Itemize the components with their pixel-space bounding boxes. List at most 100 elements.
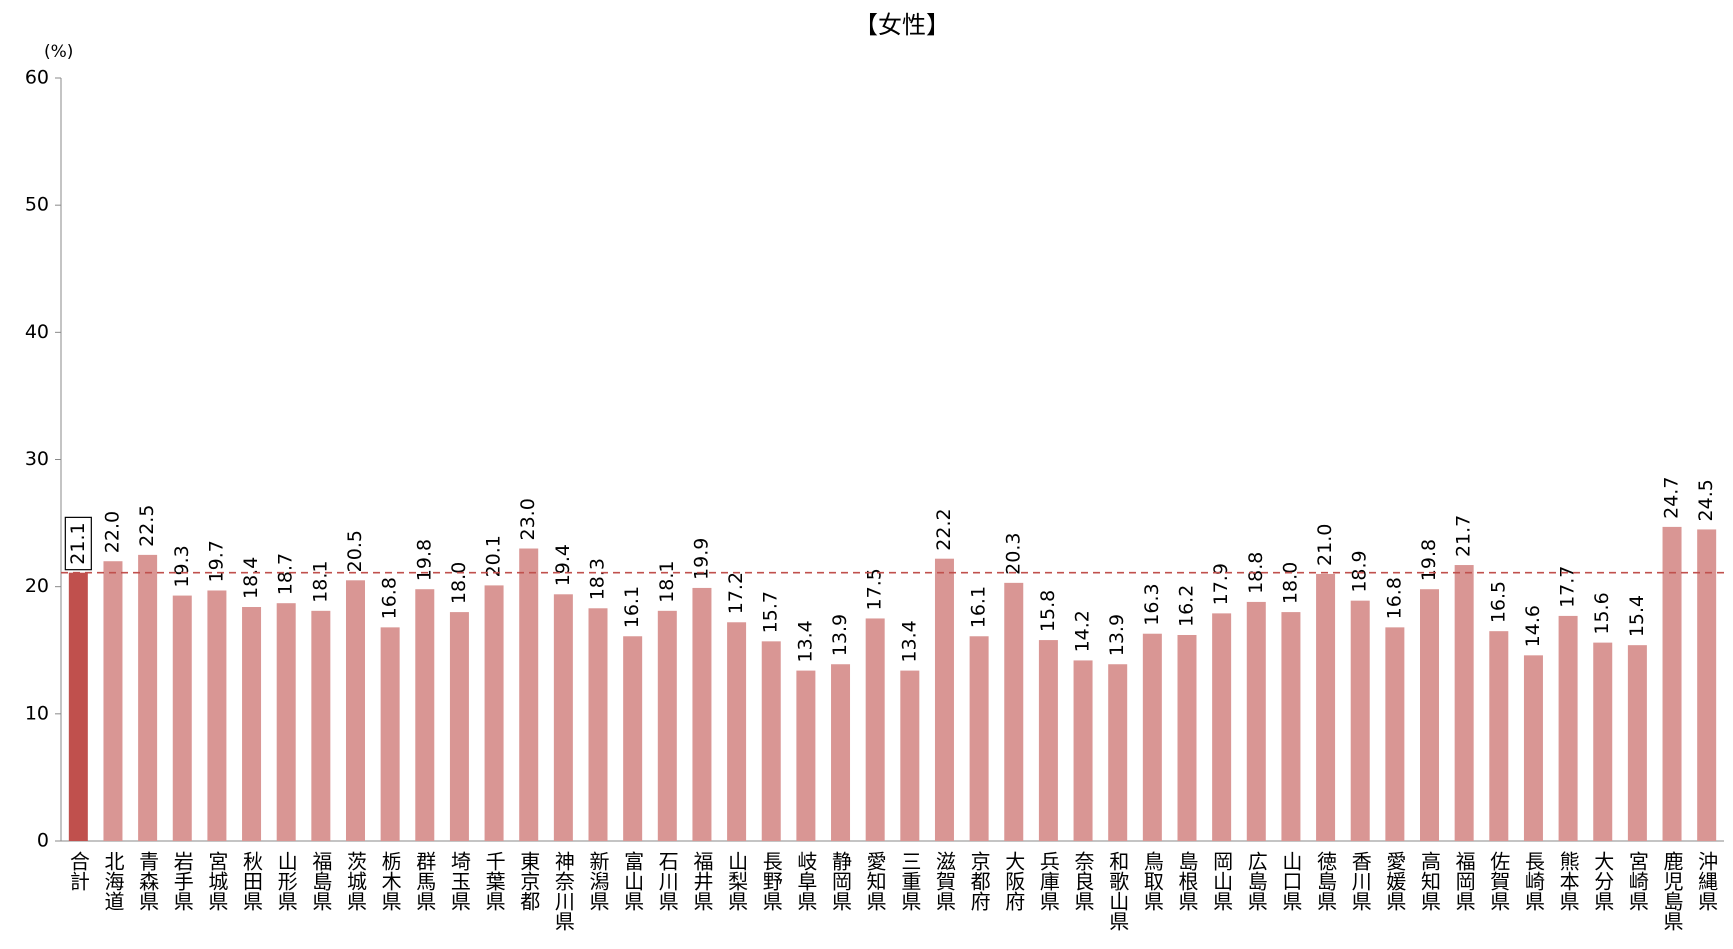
x-tick-label: 山形県: [274, 851, 298, 911]
x-tick-label: 山梨県: [725, 851, 749, 911]
value-label: 18.0: [448, 562, 470, 604]
bar: [380, 627, 400, 841]
x-tick-label: 茨城県: [343, 851, 367, 911]
x-tick-label: 愛知県: [863, 851, 887, 911]
value-label: 13.4: [898, 620, 920, 662]
value-label: 17.7: [1557, 566, 1579, 608]
value-label: 14.6: [1522, 605, 1544, 647]
y-tick-label: 20: [25, 575, 49, 597]
x-tick-label: 島根県: [1175, 851, 1199, 911]
bar: [865, 618, 885, 841]
value-label: 19.3: [171, 545, 193, 587]
bar: [1212, 613, 1232, 841]
x-tick-label: 三重県: [898, 851, 922, 911]
bar: [1038, 640, 1058, 841]
value-label: 19.4: [552, 544, 574, 586]
x-tick-label: 青森県: [136, 851, 160, 911]
bar: [1246, 601, 1266, 841]
bar: [1108, 664, 1128, 841]
x-tick-label: 大分県: [1591, 851, 1615, 911]
value-label: 16.8: [1383, 577, 1405, 619]
bar: [796, 670, 816, 841]
x-tick-label: 静岡県: [829, 851, 853, 911]
x-tick-label: 和歌山県: [1106, 851, 1130, 931]
bar: [588, 608, 608, 841]
value-label: 20.3: [1002, 533, 1024, 575]
value-label: 20.5: [344, 530, 366, 572]
value-label: 21.7: [1453, 515, 1475, 557]
x-tick-label: 兵庫県: [1036, 851, 1060, 911]
x-tick-label: 福島県: [309, 851, 333, 911]
value-label: 18.9: [1349, 550, 1371, 592]
value-label: 16.1: [968, 586, 990, 628]
value-label: 17.9: [1210, 563, 1232, 605]
bar: [276, 603, 296, 841]
x-tick-label: 福井県: [690, 851, 714, 911]
value-label: 17.2: [725, 572, 747, 614]
bar: [207, 590, 227, 841]
value-label: 19.8: [413, 539, 435, 581]
bar: [969, 636, 989, 841]
x-tick-label: 長崎県: [1521, 851, 1545, 911]
bar: [1385, 627, 1405, 841]
bar: [1523, 655, 1543, 841]
bar: [1073, 660, 1093, 841]
value-label: 24.7: [1661, 477, 1683, 519]
value-label-box: [64, 516, 92, 571]
y-tick-label: 40: [25, 321, 49, 343]
bar: [311, 610, 331, 841]
y-tick-label: 30: [25, 448, 49, 470]
value-label: 20.1: [483, 535, 505, 577]
bar: [449, 612, 469, 841]
bar: [1558, 615, 1578, 841]
x-tick-label: 岡山県: [1210, 851, 1234, 911]
bar: [1454, 565, 1474, 841]
x-tick-label: 長野県: [759, 851, 783, 911]
bar: [623, 636, 643, 841]
x-tick-label: 佐賀県: [1487, 851, 1511, 911]
chart-title: 【女性】: [854, 11, 950, 39]
x-tick-label: 京都府: [967, 851, 991, 911]
bar: [1281, 612, 1301, 841]
bar: [242, 607, 262, 841]
x-tick-label: 山口県: [1279, 851, 1303, 911]
x-tick-label: 千葉県: [482, 851, 506, 911]
value-label: 21.0: [1314, 524, 1336, 566]
x-tick-label: 石川県: [655, 851, 679, 911]
x-tick-label: 大阪府: [1002, 851, 1026, 911]
x-tick-label: 新潟県: [586, 851, 610, 911]
bar: [345, 580, 365, 841]
x-tick-label: 広島県: [1244, 851, 1268, 911]
x-tick-label: 宮城県: [205, 851, 229, 911]
value-label: 16.3: [1141, 583, 1163, 625]
x-tick-label: 富山県: [621, 851, 645, 911]
bar: [484, 585, 504, 841]
x-tick-label: 福岡県: [1452, 851, 1476, 911]
x-tick-label: 神奈川県: [551, 851, 575, 931]
x-tick-label: 熊本県: [1556, 851, 1580, 911]
value-label: 18.1: [656, 561, 678, 603]
value-label: 24.5: [1695, 479, 1717, 521]
x-tick-label: 岩手県: [170, 851, 194, 911]
x-tick-label: 鳥取県: [1140, 851, 1164, 911]
value-label: 16.5: [1487, 581, 1509, 623]
bar: [519, 548, 539, 841]
bar: [1627, 645, 1647, 841]
value-label: 18.0: [1279, 562, 1301, 604]
bar: [415, 589, 435, 841]
value-label: 15.6: [1591, 592, 1613, 634]
x-tick-label: 愛媛県: [1383, 851, 1407, 911]
value-label: 22.2: [933, 508, 955, 550]
value-label: 18.1: [309, 561, 331, 603]
bar: [138, 554, 158, 841]
bar: [934, 558, 954, 841]
bar: [831, 664, 851, 841]
value-label: 15.8: [1037, 590, 1059, 632]
bar: [1420, 589, 1440, 841]
x-tick-label: 北海道: [101, 851, 125, 911]
value-label: 18.7: [275, 553, 297, 595]
x-tick-label: 香川県: [1348, 851, 1372, 911]
x-tick-label: 沖縄県: [1695, 851, 1719, 911]
value-label: 23.0: [517, 498, 539, 540]
